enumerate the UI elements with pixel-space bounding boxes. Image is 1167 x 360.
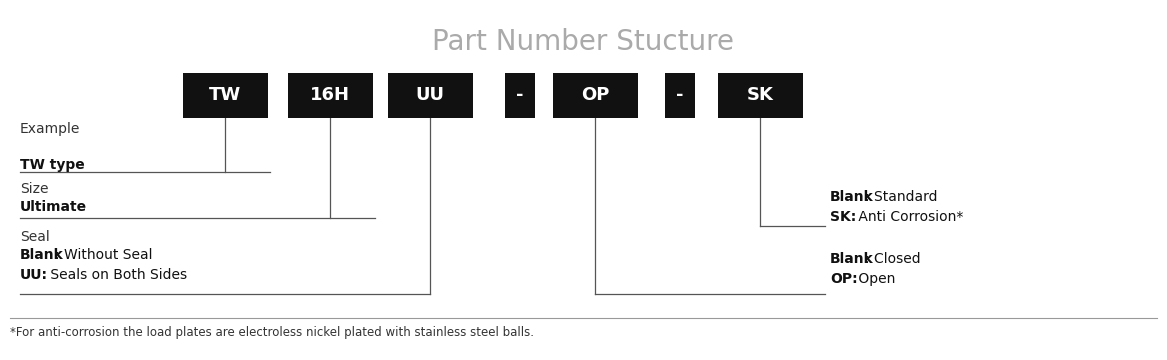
Text: Seals on Both Sides: Seals on Both Sides — [46, 268, 187, 282]
Text: Blank: Blank — [20, 248, 64, 262]
Text: Anti Corrosion*: Anti Corrosion* — [854, 210, 964, 224]
Bar — [387, 72, 473, 117]
Bar — [552, 72, 637, 117]
Text: -: - — [676, 86, 684, 104]
Bar — [718, 72, 803, 117]
Text: UU:: UU: — [20, 268, 48, 282]
Text: Part Number Stucture: Part Number Stucture — [433, 28, 734, 56]
Text: *For anti-corrosion the load plates are electroless nickel plated with stainless: *For anti-corrosion the load plates are … — [11, 326, 534, 339]
Text: Size: Size — [20, 182, 49, 196]
Text: Blank: Blank — [830, 252, 874, 266]
Text: Open: Open — [854, 272, 895, 286]
Bar — [287, 72, 372, 117]
Bar — [182, 72, 267, 117]
Text: Blank: Blank — [830, 190, 874, 204]
Text: : Standard: : Standard — [865, 190, 937, 204]
Text: SK: SK — [747, 86, 774, 104]
Text: TW: TW — [209, 86, 242, 104]
Text: UU: UU — [415, 86, 445, 104]
Text: : Closed: : Closed — [865, 252, 921, 266]
Text: -: - — [516, 86, 524, 104]
Text: 16H: 16H — [310, 86, 350, 104]
Text: Example: Example — [20, 122, 81, 136]
Text: Seal: Seal — [20, 230, 50, 244]
Text: : Without Seal: : Without Seal — [55, 248, 153, 262]
Text: Ultimate: Ultimate — [20, 200, 88, 214]
Bar — [505, 72, 534, 117]
Bar — [665, 72, 696, 117]
Text: OP:: OP: — [830, 272, 858, 286]
Text: TW type: TW type — [20, 158, 85, 172]
Text: OP: OP — [581, 86, 609, 104]
Text: SK:: SK: — [830, 210, 857, 224]
